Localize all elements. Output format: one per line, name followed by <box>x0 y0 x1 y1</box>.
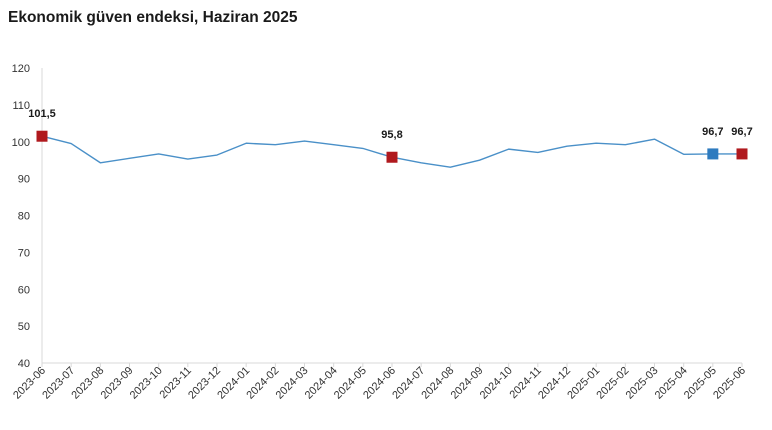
data-point-label: 96,7 <box>731 126 752 138</box>
x-axis: 2023-062023-072023-082023-092023-102023-… <box>11 362 748 402</box>
data-point-label: 96,7 <box>702 126 723 138</box>
x-tick-label: 2025-06 <box>711 365 748 402</box>
data-point-label: 95,8 <box>381 129 402 141</box>
x-tick-label: 2024-10 <box>478 365 515 402</box>
y-axis: 40 50 60 70 80 90 100 110 120 <box>12 63 43 370</box>
x-tick-label: 2023-10 <box>128 365 165 402</box>
data-point-marker <box>736 148 748 160</box>
data-point-marker <box>36 130 48 142</box>
y-tick-label: 70 <box>18 247 30 259</box>
y-tick-label: 60 <box>18 284 30 296</box>
y-tick-label: 110 <box>12 100 30 112</box>
y-tick-label: 120 <box>12 63 30 75</box>
marker-group: 101,5 95,8 96,7 96,7 <box>28 108 753 163</box>
data-point-marker <box>386 151 398 163</box>
y-tick-label: 80 <box>18 211 30 223</box>
chart-title: Ekonomik güven endeksi, Haziran 2025 <box>8 9 298 26</box>
y-tick-label: 40 <box>18 358 30 370</box>
y-tick-label: 90 <box>18 174 30 186</box>
y-tick-label: 100 <box>12 137 30 149</box>
data-point-label: 101,5 <box>28 108 56 120</box>
data-point-marker <box>707 148 719 160</box>
y-tick-label: 50 <box>18 321 30 333</box>
